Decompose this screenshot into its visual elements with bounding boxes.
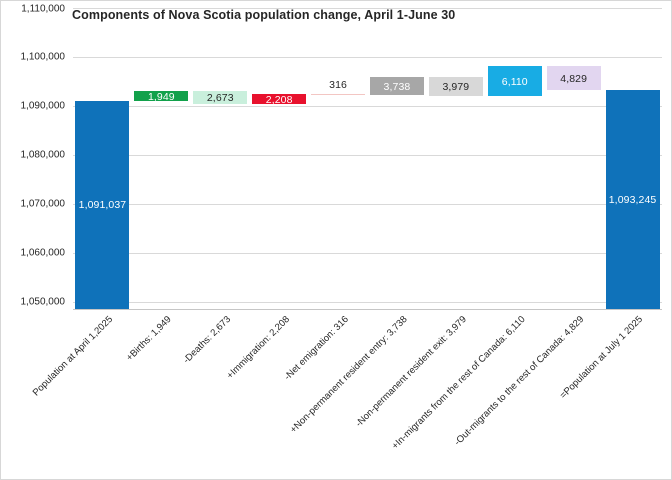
- gridline: [73, 105, 662, 107]
- y-axis-tick-label: 1,090,000: [20, 100, 66, 112]
- bar-value-label: 1,093,245: [608, 194, 657, 207]
- bar-value-label: 6,110: [501, 75, 528, 88]
- chart-title: Components of Nova Scotia population cha…: [72, 8, 456, 22]
- waterfall-bar: [252, 93, 307, 105]
- bar-value-label: 316: [329, 79, 347, 92]
- waterfall-bar: [487, 66, 542, 97]
- category-axis-label: -Net emigration: 316: [282, 314, 351, 383]
- category-axis-label: +In-migrants from the rest of Canada: 6,…: [389, 314, 528, 452]
- y-axis-tick-label: 1,080,000: [20, 149, 66, 161]
- waterfall-bar: [369, 76, 424, 96]
- waterfall-bar: [193, 91, 248, 105]
- y-axis-tick-label: 1,060,000: [20, 247, 66, 259]
- category-axis-label: -Non-permanent resident exit: 3,979: [353, 314, 469, 430]
- waterfall-bar: [546, 66, 601, 91]
- gridline: [73, 8, 662, 9]
- waterfall-bar: [605, 90, 660, 309]
- category-axis-label: +Births: 1,949: [124, 314, 175, 364]
- bar-value-label: 1,949: [147, 90, 175, 103]
- bar-value-label: 2,208: [265, 93, 293, 106]
- gridline: [73, 301, 662, 303]
- waterfall-bar: [134, 91, 189, 101]
- waterfall-bar: [428, 76, 483, 97]
- waterfall-bar: [311, 93, 366, 96]
- bar-value-label: 3,979: [442, 81, 470, 94]
- bar-value-label: 1,091,037: [78, 199, 127, 212]
- y-axis-tick-label: 1,050,000: [20, 296, 66, 308]
- bar-value-label: 4,829: [560, 72, 588, 85]
- category-axis-label: Population at April 1,2025: [30, 314, 116, 399]
- gridline: [73, 56, 662, 58]
- gridline: [73, 154, 662, 156]
- category-axis-label: -Out-migrants to the rest of Canada: 4,8…: [452, 314, 587, 448]
- y-axis-tick-label: 1,100,000: [20, 51, 66, 63]
- category-axis-label: -Deaths: 2,673: [181, 314, 234, 366]
- gridline: [73, 203, 662, 205]
- x-axis-line: [73, 309, 662, 310]
- category-axis-label: +Non-permanent resident entry: 3,738: [288, 314, 410, 436]
- bar-value-label: 3,738: [383, 80, 411, 93]
- gridline: [73, 252, 662, 254]
- y-axis-tick-label: 1,070,000: [20, 198, 66, 210]
- y-axis-tick-label: 1,110,000: [21, 3, 65, 14]
- waterfall-bar: [75, 100, 130, 309]
- category-axis-label: +Immigration: 2,208: [224, 314, 292, 382]
- bar-value-label: 2,673: [206, 92, 234, 105]
